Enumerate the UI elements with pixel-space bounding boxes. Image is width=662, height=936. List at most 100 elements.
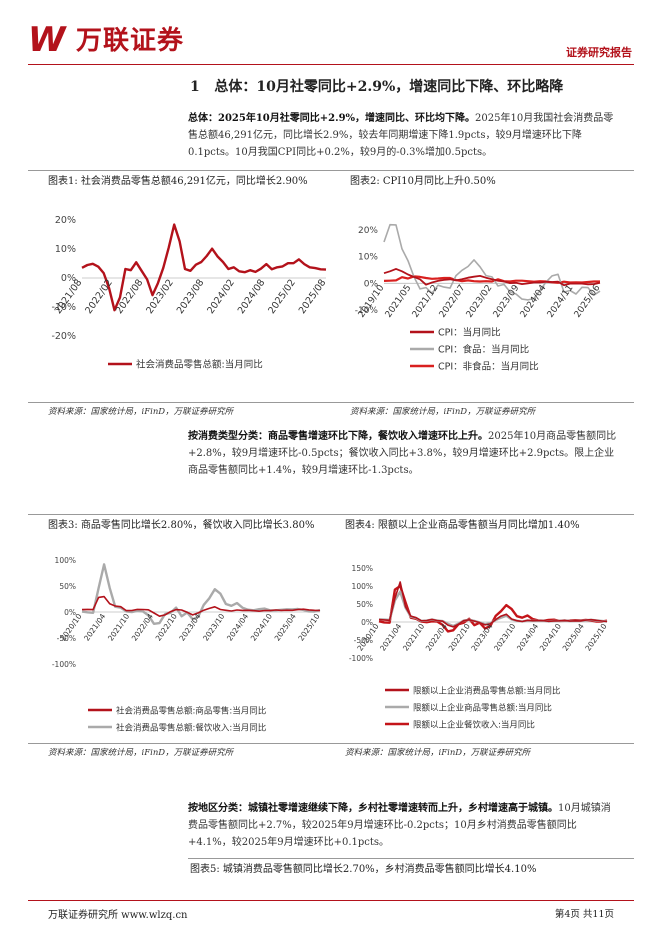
x-tick-label: 2025/10 — [296, 612, 321, 643]
y-tick-label: -10% — [51, 302, 76, 313]
x-tick-label: 2024/10 — [538, 622, 563, 653]
x-tick-label: 2022/08 — [114, 277, 146, 316]
legend-label: CPI：食品：当月同比 — [438, 344, 529, 356]
figure3-source: 资料来源：国家统计局，iFinD，万联证券研究所 — [48, 748, 234, 758]
x-tick-label: 2023/02 — [465, 283, 495, 319]
header-rule — [28, 64, 634, 65]
x-tick-label: 2023/10 — [201, 612, 226, 643]
series-line-0 — [81, 223, 327, 312]
x-tick-label: 2025/10 — [583, 622, 608, 653]
y-tick-label: 0% — [364, 279, 379, 289]
section-title: 1 总体：10月社零同比+2.9%，增速同比下降、环比略降 — [190, 76, 563, 96]
legend-label: 限额以上企业餐饮收入:当月同比 — [413, 720, 535, 731]
figure2-source: 资料来源：国家统计局，iFinD，万联证券研究所 — [350, 407, 536, 417]
series-line-1 — [383, 223, 601, 301]
figure5-top-rule — [188, 858, 634, 859]
y-tick-label: -100% — [349, 654, 373, 663]
logo-mark: W — [28, 20, 66, 60]
series-line-0 — [383, 268, 601, 287]
paragraph-region: 按地区分类：城镇社零增速继续下降，乡村社零增速转而上升，乡村增速高于城镇。10月… — [188, 800, 618, 851]
x-tick-label: 2024/04 — [519, 283, 549, 320]
x-tick-label: 2024/04 — [225, 612, 250, 643]
y-tick-label: 10% — [55, 244, 76, 255]
y-tick-label: 20% — [55, 215, 76, 226]
report-type: 证券研究报告 — [566, 46, 632, 59]
x-tick-label: 2021/10 — [106, 612, 131, 643]
footer-publisher: 万联证券研究所 www.wlzq.cn — [48, 910, 188, 921]
series-line-1 — [81, 563, 321, 626]
y-tick-label: 10% — [358, 253, 378, 263]
figure1-title: 图表1: 社会消费品零售总额46,291亿元，同比增长2.90% — [48, 176, 308, 187]
paragraph-lead: 按地区分类：城镇社零增速继续下降，乡村社零增速转而上升，乡村增速高于城镇。 — [188, 803, 558, 814]
x-tick-label: 2025/02 — [266, 277, 298, 316]
legend-label: 社会消费品零售总额:餐饮收入:当月同比 — [116, 723, 266, 734]
x-tick-label: 2021/12 — [411, 283, 441, 319]
series-line-2 — [378, 584, 608, 633]
x-tick-label: 2021/04 — [378, 622, 403, 653]
y-tick-label: 0% — [64, 608, 76, 617]
y-tick-label: 20% — [358, 226, 378, 236]
y-tick-label: 150% — [352, 564, 373, 573]
section-number: 1 — [190, 79, 200, 95]
legend-label: CPI：非食品：当月同比 — [438, 361, 539, 373]
paragraph-consumption-type: 按消费类型分类：商品零售增速环比下降，餐饮收入增速环比上升。2025年10月商品… — [188, 428, 618, 479]
paragraph-body: 10月城镇消费品零售额同比+2.7%，较2025年9月增速环比-0.2pcts；… — [188, 803, 611, 848]
paragraph-body: 2025年10月商品零售额同比+2.8%，较9月增速环比-0.5pcts；餐饮收… — [188, 431, 617, 476]
y-tick-label: -50% — [354, 636, 373, 645]
figure1-source: 资料来源：国家统计局，iFinD，万联证券研究所 — [48, 407, 234, 417]
figure3-title: 图表3: 商品零售同比增长2.80%，餐饮收入同比增长3.80% — [48, 520, 315, 531]
figure5-title: 图表5: 城镇消费品零售额同比增长2.70%，乡村消费品零售额同比增长4.10% — [190, 864, 537, 875]
figure4-title: 图表4: 限额以上企业商品零售额当月同比增加1.40% — [345, 520, 580, 531]
y-tick-label: -100% — [52, 660, 76, 669]
chart-retail-sales-yoy: 20%10%0%-10%-20%2021/082022/022022/08202… — [51, 215, 329, 371]
paragraph-body: 2025年10月我国社会消费品零售总额46,291亿元，同比增长2.9%，较去年… — [188, 113, 614, 158]
x-tick-label: 2025/08 — [297, 277, 329, 316]
x-tick-label: 2022/04 — [130, 612, 155, 643]
legend-label: 社会消费品零售总额:商品零售:当月同比 — [116, 706, 266, 717]
legend-label: 限额以上企业消费品零售总额:当月同比 — [413, 686, 560, 697]
x-tick-label: 2021/10 — [401, 622, 426, 653]
y-tick-label: 100% — [55, 556, 76, 565]
figure-row-top-rule — [28, 170, 634, 171]
figure-row-bottom-rule — [28, 402, 634, 403]
y-tick-label: -50% — [57, 634, 76, 643]
x-tick-label: 2021/05 — [384, 283, 414, 319]
x-tick-label: 2024/04 — [515, 622, 540, 653]
chart-goods-catering-yoy: 100%50%0%-50%-100%2020/102021/042021/102… — [52, 556, 322, 734]
section-title-text: 总体：10月社零同比+2.9%，增速同比下降、环比略降 — [214, 79, 564, 95]
series-line-2 — [383, 275, 600, 284]
x-tick-label: 2025/04 — [273, 612, 298, 643]
x-tick-label: 2022/07 — [438, 283, 468, 319]
y-tick-label: 100% — [352, 582, 373, 591]
legend-label: 社会消费品零售总额:当月同比 — [136, 359, 263, 371]
chart-cpi-yoy: 20%10%0%-10%2019/102021/052021/122022/07… — [355, 223, 603, 373]
logo-text: 万联证券 — [76, 26, 185, 56]
x-tick-label: 2022/04 — [424, 622, 449, 653]
x-tick-label: 2021/04 — [82, 612, 107, 643]
footer-rule — [28, 900, 634, 901]
paragraph-lead: 总体：2025年10月社零同比+2.9%，增速同比、环比均下降。 — [188, 113, 476, 124]
x-tick-label: 2022/10 — [154, 612, 179, 643]
y-tick-label: 50% — [59, 582, 76, 591]
x-tick-label: 2024/11 — [546, 283, 576, 319]
figure-row2-top-rule — [28, 514, 634, 515]
x-tick-label: 2025/06 — [573, 283, 603, 320]
chart-above-quota-retail-yoy: 150%100%50%0%-50%-100%2020/102021/042021… — [349, 564, 609, 731]
y-tick-label: 0% — [361, 618, 373, 627]
x-tick-label: 2024/08 — [236, 277, 268, 316]
x-tick-label: 2023/08 — [175, 277, 207, 316]
x-tick-label: 2025/04 — [561, 622, 586, 653]
x-tick-label: 2024/10 — [249, 612, 274, 643]
series-line-0 — [378, 581, 608, 628]
x-tick-label: 2023/10 — [492, 622, 517, 653]
paragraph-lead: 按消费类型分类：商品零售增速环比下降，餐饮收入增速环比上升。 — [188, 431, 488, 442]
paragraph-overall: 总体：2025年10月社零同比+2.9%，增速同比、环比均下降。2025年10月… — [188, 110, 618, 161]
y-tick-label: 50% — [356, 600, 373, 609]
figure4-source: 资料来源：国家统计局，iFinD，万联证券研究所 — [345, 748, 531, 758]
y-tick-label: -10% — [355, 306, 379, 316]
footer-page-number: 第4页 共11页 — [554, 909, 614, 920]
series-line-0 — [81, 595, 321, 617]
legend-label: 限额以上企业商品零售总额:当月同比 — [413, 703, 552, 714]
x-tick-label: 2024/02 — [205, 277, 237, 316]
figure2-title: 图表2: CPI10月同比上升0.50% — [350, 176, 496, 187]
